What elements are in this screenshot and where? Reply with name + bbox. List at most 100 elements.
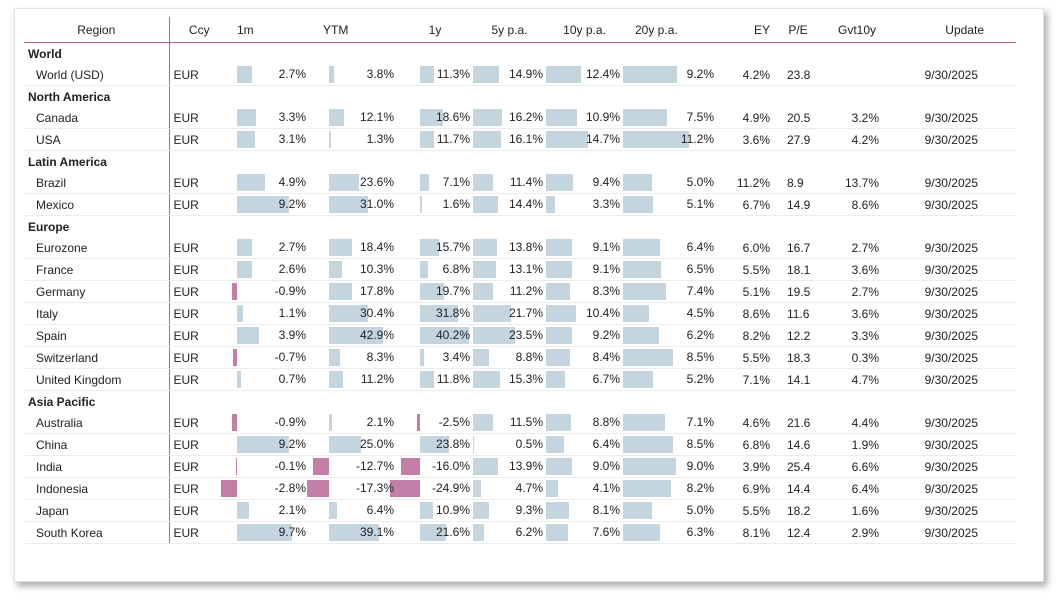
gvt10y-cell: 3.6% [823,302,891,325]
bar-1y [389,480,420,497]
region-name[interactable]: Japan [24,499,169,522]
region-name[interactable]: India [24,455,169,478]
region-name[interactable]: France [24,258,169,281]
pe-cell: 19.5 [773,280,823,303]
cell-1y: 10.9% [397,499,473,522]
table-row[interactable]: India EUR -0.1% -12.7% -16.0% 13.9% 9.0% 9.0% 3.… [24,455,1016,478]
ey-cell: 5.5% [717,499,773,522]
header-10y[interactable]: 10y p.a. [563,22,606,37]
cell-1m: 2.7% [229,237,309,259]
group-name[interactable]: Europe [28,219,70,234]
update-cell: 9/30/2025 [891,237,1016,259]
cell-10y: 12.4% [546,64,623,86]
table-row[interactable]: Indonesia EUR -2.8% -17.3% -24.9% 4.7% 4.1% 8.2… [24,477,1016,500]
value-1m: -0.1% [274,459,306,473]
table-row[interactable]: Australia EUR -0.9% 2.1% -2.5% 11.5% 8.8% 7.1% 4… [24,412,1016,434]
region-name[interactable]: South Korea [24,521,169,544]
table-row[interactable]: Switzerland EUR -0.7% 8.3% 3.4% 8.8% 8.4% 8.5% 5… [24,346,1016,369]
table-row[interactable]: United Kingdom EUR 0.7% 11.2% 11.8% 15.3% 6.7%… [24,368,1016,391]
region-name[interactable]: Australia [24,412,169,434]
cell-1m: 9.2% [229,193,309,216]
bar-ytm [307,480,329,497]
cell-1m: 3.3% [229,107,309,129]
header-gvt10y[interactable]: Gvt10y [837,22,876,37]
group-spacer [168,42,1016,64]
cell-ytm: 8.3% [309,346,397,369]
group-name[interactable]: Asia Pacific [28,394,96,409]
currency-cell: EUR [168,368,229,391]
table-row[interactable]: Italy EUR 1.1% 30.4% 31.8% 21.7% 10.4% 4.5% 8.6%… [24,302,1016,325]
region-name[interactable]: Indonesia [24,477,169,500]
table-row[interactable]: South Korea EUR 9.7% 39.1% 21.6% 6.2% 7.6% 6.3%… [24,521,1016,544]
cell-1y: 6.8% [397,258,473,281]
cell-1y: -16.0% [397,455,473,478]
value-ytm: -17.3% [355,481,394,495]
currency-cell: EUR [168,499,229,522]
region-name[interactable]: Mexico [24,193,169,216]
value-1y: 11.7% [436,132,470,146]
cell-5y: 8.8% [473,346,546,369]
table-row[interactable]: Eurozone EUR 2.7% 18.4% 15.7% 13.8% 9.1% 6.4% 6.… [24,237,1016,259]
header-1m[interactable]: 1m [237,22,254,37]
header-20y[interactable]: 20y p.a. [635,22,678,37]
table-row[interactable]: Spain EUR 3.9% 42.9% 40.2% 23.5% 9.2% 6.2% 8.2% 1… [24,324,1016,347]
bar-1y [420,524,447,541]
header-update[interactable]: Update [945,22,984,37]
header-ccy[interactable]: Ccy [168,17,229,43]
region-name[interactable]: Eurozone [24,237,169,259]
region-name[interactable]: Italy [24,302,169,325]
region-name[interactable]: Germany [24,280,169,303]
header-pe[interactable]: P/E [788,22,808,37]
table-row[interactable]: Brazil EUR 4.9% 23.6% 7.1% 11.4% 9.4% 5.0% 11.2%… [24,172,1016,194]
table-row[interactable]: China EUR 9.2% 25.0% 23.8% 0.5% 6.4% 8.5% 6.8% 14… [24,433,1016,456]
value-5y: 11.2% [509,284,543,298]
region-name[interactable]: World (USD) [24,64,169,86]
region-name[interactable]: Brazil [24,172,169,194]
currency-cell: EUR [168,302,229,325]
header-1y[interactable]: 1y [428,22,442,37]
table-row[interactable]: Japan EUR 2.1% 6.4% 10.9% 9.3% 8.1% 5.0% 5.5% 18.… [24,499,1016,522]
gvt10y-cell: 3.3% [823,324,891,347]
table-row[interactable]: Germany EUR -0.9% 17.8% 19.7% 11.2% 8.3% 7.4% 5.… [24,280,1016,303]
region-name[interactable]: Canada [24,107,169,129]
header-region[interactable]: Region [77,22,116,37]
table-row[interactable]: Canada EUR 3.3% 12.1% 18.6% 16.2% 10.9% 7.5% 4.9… [24,107,1016,129]
cell-1m: 9.7% [229,521,309,544]
cell-1y: 31.8% [397,302,473,325]
cell-5y: 0.5% [473,433,546,456]
bar-1m [231,283,237,300]
bar-ytm [329,524,379,541]
table-row[interactable]: Mexico EUR 9.2% 31.0% 1.6% 14.4% 3.3% 5.1% 6.7% 1… [24,193,1016,216]
currency-cell: EUR [168,258,229,281]
region-name[interactable]: Spain [24,324,169,347]
header-ytm[interactable]: YTM [323,22,349,37]
table-row[interactable]: France EUR 2.6% 10.3% 6.8% 13.1% 9.1% 6.5% 5.5% 1… [24,258,1016,281]
region-name[interactable]: United Kingdom [24,368,169,391]
value-10y: 9.1% [592,262,620,276]
region-name[interactable]: China [24,433,169,456]
table-row[interactable]: USA EUR 3.1% 1.3% 11.7% 16.1% 14.7% 11.2% 3.6% 27… [24,128,1016,151]
region-name[interactable]: USA [24,128,169,151]
group-name[interactable]: World [28,46,62,61]
group-name[interactable]: Latin America [28,154,107,169]
currency-cell: EUR [168,346,229,369]
table-row[interactable]: World (USD) EUR 2.7% 3.8% 11.3% 14.9% 12.4% 9.2… [24,64,1016,86]
bar-10y [546,524,568,541]
value-10y: 6.4% [592,437,620,451]
header-5y[interactable]: 5y p.a. [491,22,528,37]
cell-5y: 13.8% [473,237,546,259]
value-5y: 14.4% [508,197,543,211]
cell-10y: 9.1% [546,237,623,259]
cell-10y: 9.1% [546,258,623,281]
value-20y: 6.3% [686,525,714,539]
value-ytm: 10.3% [359,262,394,276]
bar-ytm [329,436,361,453]
update-cell: 9/30/2025 [891,107,1016,129]
group-name[interactable]: North America [28,89,111,104]
region-name[interactable]: Switzerland [24,346,169,369]
header-ey[interactable]: EY [753,22,770,37]
bar-1y [420,109,443,126]
bar-10y [546,371,566,388]
value-1m: 9.7% [278,525,306,539]
value-20y: 4.5% [686,306,714,320]
